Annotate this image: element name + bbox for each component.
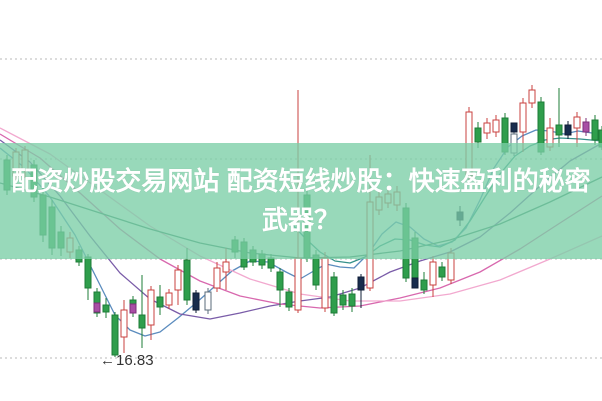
headline-line-1: 配资炒股交易网站 配资短线炒股：快速盈利的秘密: [11, 166, 591, 196]
left-arrow-icon: ←: [100, 352, 115, 369]
price-low-value: 16.83: [116, 352, 154, 369]
headline-banner-overlay: 配资炒股交易网站 配资短线炒股：快速盈利的秘密 武器？: [0, 143, 602, 259]
price-low-annotation: ←16.83: [100, 352, 154, 369]
headline-line-2: 武器？: [261, 205, 340, 235]
